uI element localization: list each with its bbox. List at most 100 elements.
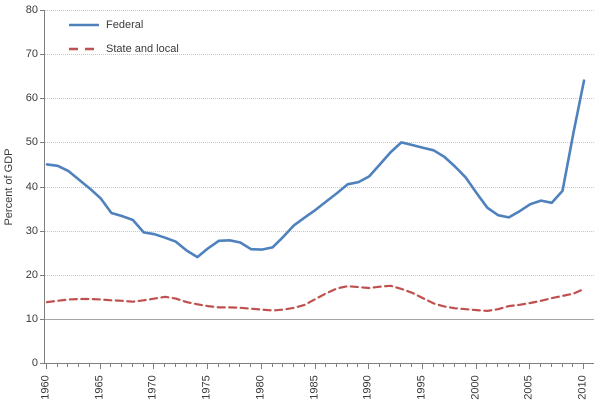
legend-item-state-and-local: State and local [69, 37, 179, 61]
series-lines [45, 79, 586, 312]
x-tick-mark [153, 364, 155, 369]
x-tick-mark [303, 364, 305, 367]
y-tick-label: 30 [25, 224, 38, 237]
y-tick-mark [40, 10, 44, 11]
x-tick-mark [454, 364, 456, 367]
x-tick-mark [131, 364, 133, 367]
h-gridline [45, 10, 594, 11]
h-gridline [45, 54, 594, 56]
state-and-local-line [45, 284, 586, 312]
legend: Federal State and local [69, 13, 179, 61]
x-tick-mark [293, 364, 295, 367]
y-tick-mark [40, 142, 44, 144]
x-tick-label: 1985 [308, 375, 320, 400]
y-tick-label: 50 [25, 136, 38, 149]
x-tick-mark [335, 364, 337, 367]
x-tick-mark [260, 364, 262, 369]
x-tick-mark [540, 364, 542, 367]
x-tick-mark [464, 364, 466, 367]
x-tick-label: 1975 [200, 375, 213, 400]
x-tick-mark [228, 364, 230, 367]
x-tick-mark [411, 364, 413, 367]
x-tick-label: 1980 [254, 375, 267, 400]
y-tick-label: 10 [25, 312, 38, 325]
x-tick-label: 1970 [146, 375, 159, 400]
state-and-local-line-swatch-icon [69, 47, 99, 51]
x-tick-mark [507, 364, 509, 367]
x-tick-label: 1995 [415, 375, 428, 400]
x-tick-mark [78, 364, 80, 367]
y-tick-label: 60 [25, 92, 38, 105]
x-tick-label: 1965 [93, 375, 106, 400]
x-tick-mark [443, 364, 445, 367]
x-tick-mark [486, 364, 488, 367]
y-tick-mark [40, 318, 44, 320]
x-tick-mark [475, 364, 477, 369]
h-gridline [45, 186, 594, 188]
x-tick-label: 1960 [39, 375, 52, 400]
x-tick-mark [110, 364, 112, 367]
x-tick-mark [432, 364, 434, 367]
y-tick-mark [40, 98, 44, 100]
x-tick-mark [67, 364, 69, 367]
x-tick-mark [550, 364, 552, 367]
legend-label: Federal [106, 19, 144, 31]
x-tick-mark [217, 364, 219, 367]
x-tick-mark [378, 364, 380, 367]
x-tick-mark [239, 364, 241, 367]
x-tick-mark [561, 364, 563, 367]
x-tick-mark [325, 364, 327, 367]
x-tick-label: 2010 [576, 375, 589, 400]
h-gridline [45, 274, 594, 276]
h-gridline [45, 142, 594, 144]
y-tick-mark [40, 230, 44, 232]
x-tick-mark [142, 364, 144, 367]
x-tick-mark [389, 364, 391, 367]
legend-label: State and local [106, 43, 179, 55]
x-tick-mark [497, 364, 499, 367]
y-tick-label: 20 [25, 268, 38, 281]
x-tick-mark [357, 364, 359, 367]
y-tick-mark [40, 186, 44, 188]
x-tick-mark [250, 364, 252, 367]
solid-gridline-10 [45, 318, 594, 320]
x-tick-mark [282, 364, 284, 367]
x-tick-mark [346, 364, 348, 367]
x-tick-mark [314, 364, 316, 369]
x-tick-label: 2000 [469, 375, 482, 400]
x-tick-mark [88, 364, 90, 367]
y-tick-label: 0 [31, 357, 38, 369]
x-tick-mark [99, 364, 101, 369]
x-tick-mark [368, 364, 370, 369]
x-tick-mark [185, 364, 187, 367]
x-tick-mark [583, 364, 584, 369]
x-tick-label: 2005 [522, 375, 535, 400]
x-tick-mark [529, 364, 531, 369]
h-gridline [45, 230, 594, 232]
x-tick-mark [56, 364, 58, 367]
x-tick-mark [196, 364, 198, 367]
x-tick-mark [572, 364, 574, 367]
x-tick-mark [271, 364, 273, 367]
legend-item-federal: Federal [69, 13, 179, 37]
federal-line [45, 79, 586, 259]
x-tick-mark [174, 364, 176, 367]
y-tick-label: 80 [25, 4, 38, 16]
x-tick-mark [400, 364, 402, 367]
plot-area: Federal State and local [44, 10, 594, 364]
y-tick-label: 70 [25, 48, 38, 61]
y-tick-mark [40, 363, 44, 364]
x-tick-mark [121, 364, 123, 367]
x-tick-mark [164, 364, 166, 367]
x-tick-mark [207, 364, 209, 369]
x-tick-label: 1990 [361, 375, 374, 400]
y-tick-mark [40, 274, 44, 276]
h-gridline [45, 98, 594, 100]
x-tick-mark [421, 364, 423, 369]
federal-line-swatch-icon [69, 23, 99, 27]
x-tick-mark [46, 364, 47, 369]
y-tick-mark [40, 54, 44, 56]
y-tick-label: 40 [25, 180, 38, 193]
x-tick-mark [518, 364, 520, 367]
